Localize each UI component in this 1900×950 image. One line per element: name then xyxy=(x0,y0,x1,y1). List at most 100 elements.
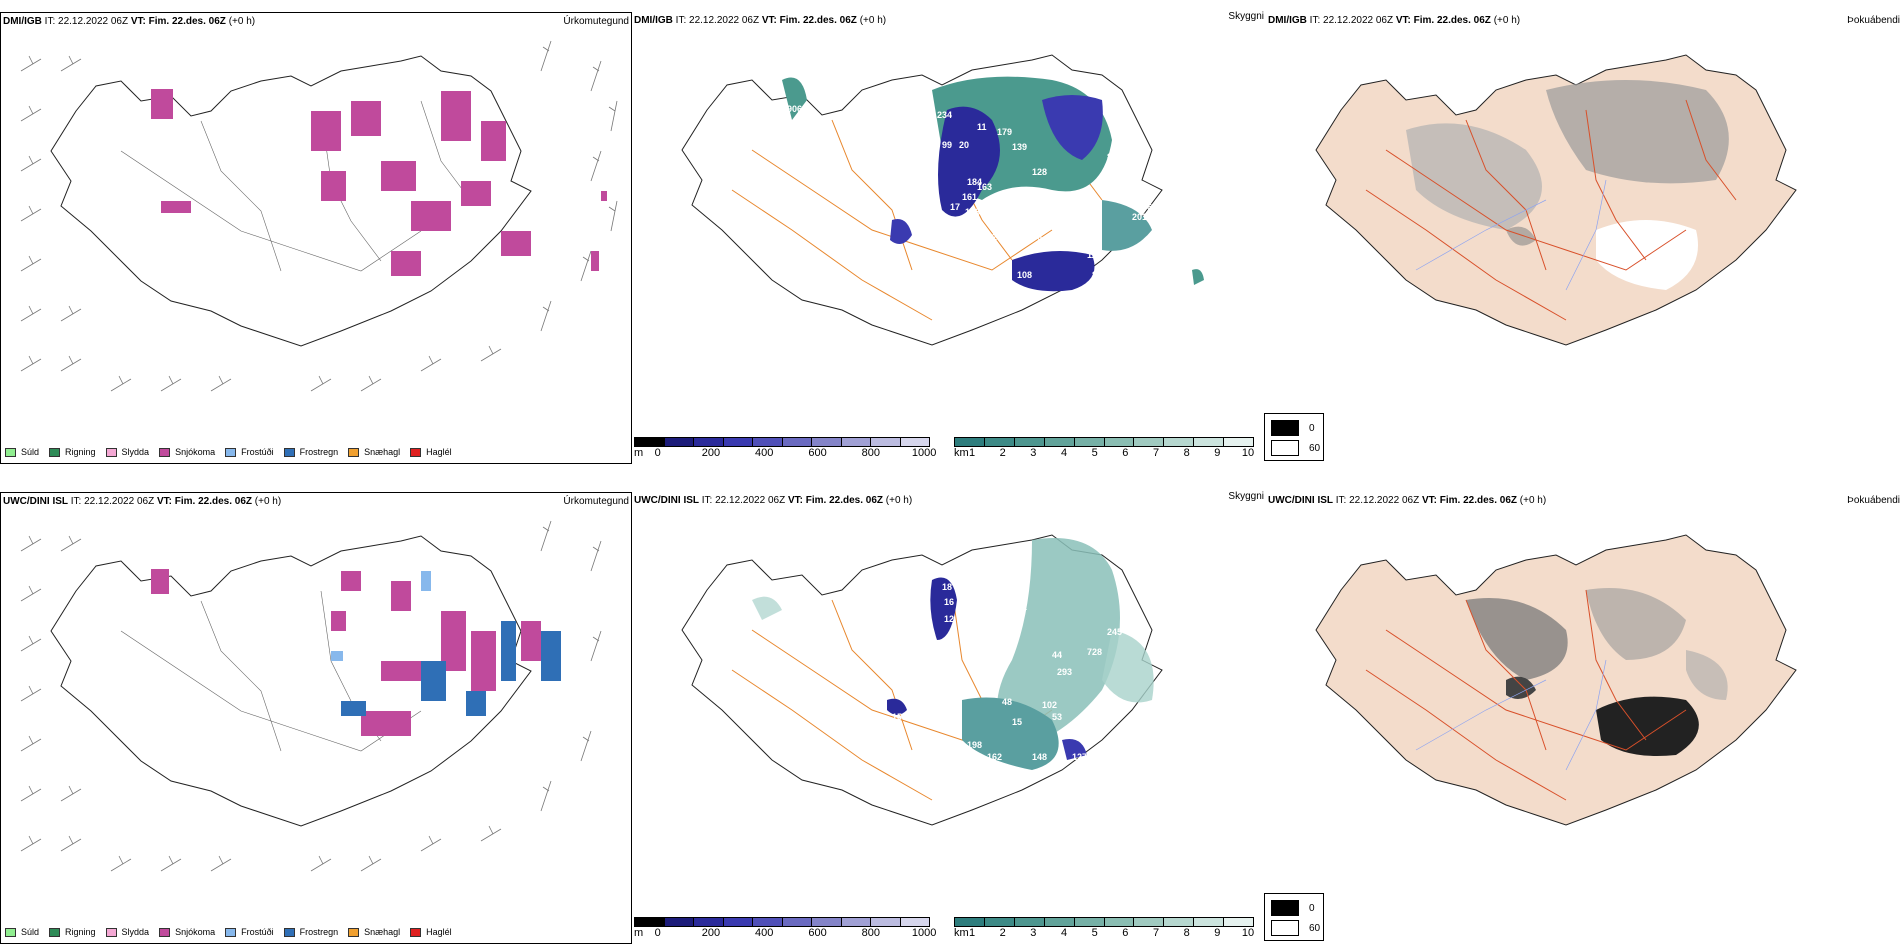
colorbar-tick: 8 xyxy=(1183,447,1190,459)
colorbar-swatch xyxy=(1104,438,1135,446)
legend-item: Frostregn xyxy=(283,447,338,457)
fog-legend-row-0: 0 xyxy=(1271,420,1315,436)
legend-swatch xyxy=(5,927,16,937)
colorbar-swatch xyxy=(871,438,901,446)
vis-label: 728 xyxy=(1087,647,1102,657)
it-label: IT: xyxy=(44,16,56,27)
colorbar-swatch xyxy=(1044,438,1075,446)
vis-label: 202 xyxy=(877,252,892,262)
it-label: IT: xyxy=(1335,495,1347,506)
panel-header: DMI/IGB IT: 22.12.2022 06Z VT: Fim. 22.d… xyxy=(1268,15,1520,26)
vis-label: 80 xyxy=(1107,152,1117,162)
it-label: IT: xyxy=(70,496,82,507)
model-name: DMI/IGB xyxy=(634,15,673,26)
precip-panel-1: DMI/IGB IT: 22.12.2022 06Z VT: Fim. 22.d… xyxy=(0,12,632,464)
row-2: UWC/DINI ISL IT: 22.12.2022 06Z VT: Fim.… xyxy=(0,478,1900,948)
fog-panel-1: DMI/IGB IT: 22.12.2022 06Z VT: Fim. 22.d… xyxy=(1266,12,1900,464)
it-value: 22.12.2022 06Z xyxy=(1323,15,1394,26)
fog-map xyxy=(1315,54,1797,346)
vis-label: 906 xyxy=(787,104,802,114)
colorbar-tick: 600 xyxy=(808,447,827,459)
legend-swatch xyxy=(410,927,422,937)
precip-title: Úrkomutegund xyxy=(563,496,629,507)
colorbar-swatch xyxy=(1164,918,1195,926)
model-name: DMI/IGB xyxy=(1268,15,1307,26)
fog-legend-row-1: 60 xyxy=(1271,920,1320,936)
colorbar-swatch xyxy=(782,438,812,446)
snow-areas xyxy=(151,89,607,276)
legend-label: Slydda xyxy=(121,927,150,937)
legend-swatch xyxy=(348,447,360,457)
offset: (+0 h) xyxy=(254,496,282,507)
legend-label: Súld xyxy=(21,927,40,937)
offset: (+0 h) xyxy=(885,495,913,506)
legend-item: Snjókoma xyxy=(159,447,215,457)
vis-label: 126 xyxy=(1012,222,1027,232)
legend-swatch xyxy=(159,927,171,937)
colorbar-swatch xyxy=(1134,438,1165,446)
vis-label: 164 xyxy=(752,134,767,144)
vt-value: VT: Fim. 22.des. 06Z xyxy=(1421,495,1518,506)
fog-legend-row-0: 0 xyxy=(1271,900,1315,916)
vis-label: 148 xyxy=(1032,752,1047,762)
colorbar-swatch xyxy=(664,918,694,926)
colorbar-unit: m xyxy=(634,927,644,939)
colorbar-tick: 800 xyxy=(861,927,880,939)
vis-label: 198 xyxy=(1042,302,1057,312)
colorbar-tick: 2 xyxy=(999,447,1006,459)
colorbar-tick: 600 xyxy=(808,927,827,939)
legend-label: Frostúði xyxy=(241,927,274,937)
fog-swatch-0 xyxy=(1271,420,1299,436)
fog-map xyxy=(1315,534,1797,826)
visibility-ticks: km 1 2 3 4 5 6 7 8 9 10 xyxy=(954,927,1254,939)
legend-label: Snjókoma xyxy=(175,927,216,937)
legend-item: Súld xyxy=(5,927,39,937)
offset: (+0 h) xyxy=(1493,15,1521,26)
vis-label: 139 xyxy=(1012,142,1027,152)
legend-swatch xyxy=(49,927,61,937)
fog-panel-2: UWC/DINI ISL IT: 22.12.2022 06Z VT: Fim.… xyxy=(1266,492,1900,944)
colorbar-tick: 2 xyxy=(999,927,1006,939)
legend-item: Haglél xyxy=(410,927,452,937)
vis-label: 201 xyxy=(1132,212,1147,222)
legend-item: Frostregn xyxy=(283,927,338,937)
altitude-ticks: m 0 200 400 600 800 1000 xyxy=(634,447,936,459)
cloud-panel-2: UWC/DINI ISL IT: 22.12.2022 06Z VT: Fim.… xyxy=(632,491,1266,944)
fog-label-0: 0 xyxy=(1309,902,1315,914)
vis-label: 184 xyxy=(967,177,982,187)
colorbar-swatch xyxy=(1014,438,1045,446)
visibility-colorbar-swatches xyxy=(954,437,1254,447)
fog-swatch-1 xyxy=(1271,920,1299,936)
model-name: DMI/IGB xyxy=(3,16,42,27)
it-value: 22.12.2022 06Z xyxy=(1349,495,1420,506)
vis-label: 11 xyxy=(977,122,987,132)
colorbar-swatch xyxy=(1134,918,1165,926)
road-lines xyxy=(1365,589,1687,801)
colorbar-swatch xyxy=(984,438,1015,446)
vis-label: 101 xyxy=(762,242,777,252)
colorbar-swatch xyxy=(1194,438,1225,446)
fog-swatch-1 xyxy=(1271,440,1299,456)
colorbar-swatch xyxy=(635,438,665,446)
vis-label: 16 xyxy=(944,597,954,607)
wind-barbs xyxy=(20,520,602,872)
colorbar-swatch xyxy=(841,438,871,446)
panel-header: DMI/IGB IT: 22.12.2022 06Z VT: Fim. 22.d… xyxy=(634,15,886,26)
river-lines xyxy=(1415,659,1607,771)
colorbar-swatch xyxy=(871,918,901,926)
vis-label: 153 xyxy=(967,272,982,282)
legend-swatch xyxy=(105,447,117,457)
vis-label: 77 xyxy=(1117,702,1127,712)
colorbar-tick: 1 xyxy=(968,447,976,459)
colorbar-tick: 1000 xyxy=(911,447,937,459)
iceland-outline xyxy=(50,55,532,347)
legend-swatch xyxy=(5,447,16,457)
colorbar-tick: 5 xyxy=(1091,927,1098,939)
legend-swatch xyxy=(159,447,171,457)
colorbar-swatch xyxy=(1074,438,1105,446)
colorbar-swatch xyxy=(1014,918,1045,926)
row-1: DMI/IGB IT: 22.12.2022 06Z VT: Fim. 22.d… xyxy=(0,0,1900,470)
cloud-areas xyxy=(782,76,1204,292)
vis-label: 259 xyxy=(1062,222,1077,232)
it-value: 22.12.2022 06Z xyxy=(689,15,760,26)
